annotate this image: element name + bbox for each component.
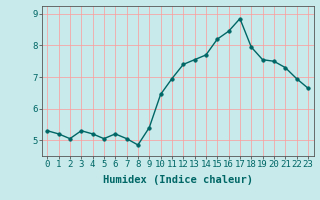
X-axis label: Humidex (Indice chaleur): Humidex (Indice chaleur) [103,175,252,185]
